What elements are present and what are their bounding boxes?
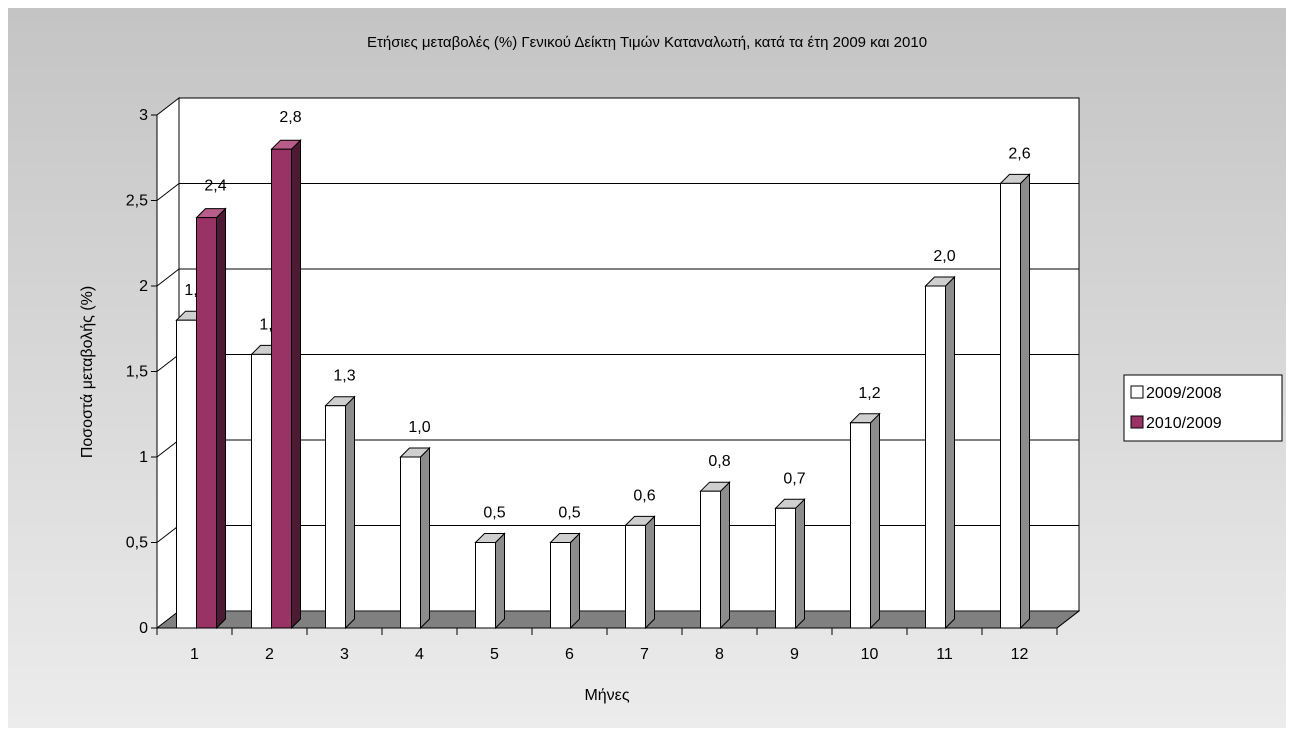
bar-2010-2009-1 bbox=[195, 207, 227, 630]
y-tick-label: 1 bbox=[139, 449, 148, 466]
y-axis-title: Ποσοστά μεταβολής (%) bbox=[79, 286, 96, 458]
bar-2009-2008-10 bbox=[849, 412, 881, 630]
bar-front bbox=[251, 353, 272, 629]
x-tick-label: 2 bbox=[265, 646, 274, 663]
gridline-side bbox=[156, 525, 180, 543]
x-tick-label: 7 bbox=[640, 646, 649, 663]
legend-label: 2009/2008 bbox=[1146, 385, 1222, 402]
x-tick-label: 6 bbox=[565, 646, 574, 663]
legend-label: 2010/2009 bbox=[1146, 415, 1222, 432]
bar-2009-2008-8 bbox=[699, 480, 731, 630]
gridline-side bbox=[156, 354, 180, 372]
bar-side bbox=[216, 207, 226, 630]
x-tick-label: 8 bbox=[715, 646, 724, 663]
y-tick-label: 2,5 bbox=[126, 193, 148, 210]
bar-side bbox=[795, 498, 805, 630]
legend-swatch bbox=[1130, 385, 1144, 399]
bar-side bbox=[645, 515, 655, 630]
data-label: 0,5 bbox=[558, 505, 580, 522]
bar-side bbox=[720, 480, 730, 630]
legend: 2009/2008 2010/2009 bbox=[1123, 374, 1283, 442]
data-label: 2,0 bbox=[933, 248, 955, 265]
data-label: 2,4 bbox=[204, 178, 226, 195]
y-tick-label: 0,5 bbox=[126, 535, 148, 552]
bar-front bbox=[925, 285, 946, 629]
data-label: 0,8 bbox=[708, 453, 730, 470]
bar-2009-2008-9 bbox=[774, 498, 806, 630]
data-label: 0,7 bbox=[783, 470, 805, 487]
x-axis-title: Μήνες bbox=[584, 687, 629, 704]
bar-2009-2008-5 bbox=[474, 532, 506, 630]
bar-front bbox=[850, 422, 871, 629]
x-axis-end bbox=[1056, 610, 1080, 629]
x-tick-label: 9 bbox=[790, 646, 799, 663]
x-tick-label: 3 bbox=[340, 646, 349, 663]
bar-side bbox=[291, 138, 301, 630]
bar-2009-2008-3 bbox=[324, 395, 356, 630]
bar-front bbox=[775, 507, 796, 629]
bar-front bbox=[271, 148, 292, 629]
bar-front bbox=[325, 405, 346, 629]
data-label: 2,6 bbox=[1008, 145, 1030, 162]
bar-front bbox=[700, 490, 721, 629]
bar-front bbox=[1000, 182, 1021, 629]
data-label: 0,6 bbox=[633, 487, 655, 504]
legend-box bbox=[1123, 374, 1283, 442]
gridline-side bbox=[156, 268, 180, 287]
data-label: 1,0 bbox=[408, 419, 430, 436]
bar-side bbox=[420, 446, 430, 630]
y-tick-label: 1,5 bbox=[126, 364, 148, 381]
data-label: 0,5 bbox=[483, 505, 505, 522]
bar-front bbox=[400, 456, 421, 629]
gridline-side bbox=[156, 183, 180, 201]
legend-swatch bbox=[1130, 415, 1144, 429]
bar-2009-2008-7 bbox=[624, 515, 656, 630]
data-label: 1,2 bbox=[858, 385, 880, 402]
bar-side bbox=[495, 532, 505, 630]
bar-side bbox=[1020, 173, 1030, 630]
y-tick-label: 2 bbox=[139, 278, 148, 295]
bar-side bbox=[870, 412, 880, 630]
data-label: 1,3 bbox=[333, 368, 355, 385]
x-tick-label: 10 bbox=[861, 646, 879, 663]
bar-2009-2008-11 bbox=[924, 275, 956, 630]
bar-front bbox=[625, 524, 646, 629]
bar-front bbox=[550, 542, 571, 629]
bar-2009-2008-12 bbox=[999, 173, 1031, 630]
chart-title: Ετήσιες μεταβολές (%) Γενικού Δείκτη Τιμ… bbox=[367, 34, 927, 51]
bar-side bbox=[570, 532, 580, 630]
data-label: 2,8 bbox=[279, 109, 301, 126]
y-tick-label: 3 bbox=[139, 107, 148, 124]
plot-area: 00,511,522,531 2 3 4 5 6 7 8 9 10 11 121,82,41,62,8… bbox=[126, 96, 1081, 663]
x-tick-label: 5 bbox=[490, 646, 499, 663]
bar-2009-2008-6 bbox=[549, 532, 581, 630]
bar-front bbox=[196, 217, 217, 629]
y-tick-label: 0 bbox=[139, 620, 148, 637]
x-tick-label: 1 bbox=[190, 646, 199, 663]
x-tick-label: 11 bbox=[936, 646, 953, 663]
bar-side bbox=[345, 395, 355, 630]
x-tick-label: 4 bbox=[415, 646, 424, 663]
gridline-side bbox=[156, 439, 180, 458]
bar-front bbox=[176, 319, 197, 629]
bar-side bbox=[945, 275, 955, 630]
bar-2009-2008-4 bbox=[399, 446, 431, 630]
bar-front bbox=[475, 542, 496, 629]
x-tick-label: 12 bbox=[1011, 646, 1029, 663]
bar-2010-2009-2 bbox=[270, 138, 302, 630]
